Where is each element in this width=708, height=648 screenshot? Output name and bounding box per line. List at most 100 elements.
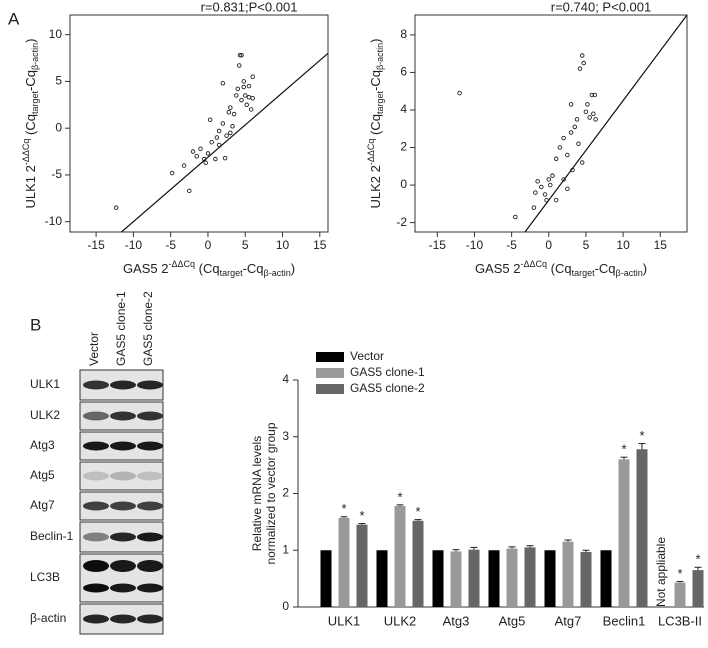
point bbox=[250, 95, 255, 101]
significance: * bbox=[341, 501, 346, 516]
point bbox=[457, 90, 462, 96]
y-tick-label: 5 bbox=[55, 74, 62, 88]
label-part: -ΔΔCq bbox=[168, 259, 195, 269]
point bbox=[581, 60, 586, 66]
x-tick-label: 15 bbox=[654, 238, 668, 252]
point bbox=[242, 93, 248, 98]
point bbox=[533, 190, 538, 195]
lane-label: GAS5 clone-1 bbox=[114, 291, 128, 366]
y-tick-label: 0 bbox=[400, 177, 407, 191]
point bbox=[565, 186, 570, 192]
blot-band bbox=[83, 614, 109, 624]
point bbox=[513, 214, 518, 220]
axis-label: ULK1 2-ΔΔCq (Cqtarget-Cqβ-actin) bbox=[21, 39, 40, 209]
label-part: -ΔΔCq bbox=[366, 139, 376, 166]
x-tick-label: -15 bbox=[429, 238, 447, 252]
significance: * bbox=[695, 552, 700, 567]
point bbox=[248, 107, 254, 112]
label-part: GAS5 2 bbox=[123, 261, 169, 276]
y-tick-label: -2 bbox=[396, 215, 407, 229]
blot-band bbox=[137, 501, 163, 511]
chart-title: r=0.831;P<0.001 bbox=[201, 0, 298, 14]
point bbox=[209, 139, 214, 145]
point bbox=[224, 133, 229, 138]
label-part: -ΔΔCq bbox=[21, 139, 31, 166]
point bbox=[213, 156, 218, 162]
blot-band bbox=[137, 411, 163, 421]
point bbox=[579, 160, 585, 165]
blot-row-label: Atg3 bbox=[30, 438, 55, 452]
bar bbox=[468, 549, 480, 607]
blot-band bbox=[83, 411, 109, 421]
point bbox=[583, 109, 589, 115]
plot-frame bbox=[69, 14, 329, 233]
blot-band bbox=[137, 560, 163, 572]
bar bbox=[488, 550, 500, 607]
bar bbox=[356, 524, 368, 607]
y-tick-label: 2 bbox=[282, 486, 289, 500]
x-tick-label: 10 bbox=[616, 238, 630, 252]
blot-band bbox=[110, 380, 136, 390]
y-tick-label: 8 bbox=[400, 27, 407, 41]
label-part: β-actin bbox=[30, 43, 40, 70]
x-tick-label: 10 bbox=[276, 238, 290, 252]
na-label: Not appliable bbox=[654, 537, 668, 607]
point bbox=[246, 95, 252, 100]
point bbox=[237, 63, 242, 68]
point bbox=[548, 182, 553, 188]
point bbox=[561, 135, 566, 141]
bar bbox=[674, 582, 686, 607]
fit-line bbox=[524, 14, 688, 233]
point bbox=[194, 153, 200, 159]
label-part: ULK2 2 bbox=[368, 165, 383, 208]
bar bbox=[524, 547, 536, 607]
point bbox=[234, 93, 239, 98]
point bbox=[246, 83, 252, 89]
label-part: target bbox=[572, 268, 596, 278]
blot-row-label: ULK2 bbox=[30, 408, 60, 422]
point bbox=[550, 173, 555, 178]
blot-band bbox=[83, 441, 109, 451]
point bbox=[187, 188, 192, 194]
x-tick-label: -5 bbox=[165, 238, 176, 252]
x-tick-label: Beclin1 bbox=[603, 613, 646, 628]
point bbox=[592, 92, 598, 98]
x-tick-label: LC3B-II bbox=[658, 613, 702, 628]
x-tick-label: -5 bbox=[506, 238, 517, 252]
significance: * bbox=[677, 566, 682, 581]
point bbox=[214, 135, 220, 140]
point bbox=[568, 102, 574, 107]
y-tick-label: 1 bbox=[282, 542, 289, 556]
x-tick-label: -15 bbox=[87, 238, 105, 252]
point bbox=[539, 184, 544, 190]
y-tick-label: 3 bbox=[282, 429, 289, 443]
blot-band bbox=[137, 441, 163, 451]
point bbox=[228, 105, 233, 110]
point bbox=[203, 160, 208, 166]
blot-band bbox=[83, 501, 109, 511]
blot-band bbox=[137, 614, 163, 624]
blot-band bbox=[110, 471, 136, 481]
axis-label: ULK2 2-ΔΔCq (Cqtarget-Cqβ-actin) bbox=[366, 39, 385, 209]
x-tick-label: Atg3 bbox=[443, 613, 470, 628]
label-part: -Cq bbox=[23, 70, 38, 91]
bar bbox=[562, 541, 574, 607]
point bbox=[577, 66, 583, 71]
label-part: (Cq bbox=[547, 261, 572, 276]
point bbox=[228, 130, 233, 136]
axis-label: GAS5 2-ΔΔCq (Cqtarget-Cqβ-actin) bbox=[475, 259, 647, 278]
panel-label: B bbox=[30, 315, 41, 334]
blot-band bbox=[110, 583, 136, 593]
y-tick-label: 4 bbox=[400, 102, 407, 116]
blot-band bbox=[137, 583, 163, 593]
y-tick-label: 4 bbox=[282, 372, 289, 386]
label-part: β-actin bbox=[264, 268, 291, 278]
blot-row-label: Atg5 bbox=[30, 468, 55, 482]
label-part: ) bbox=[643, 261, 647, 276]
point bbox=[553, 156, 559, 162]
chart-title: r=0.740; P<0.001 bbox=[551, 0, 651, 14]
y-tick-label: 10 bbox=[49, 27, 63, 41]
point bbox=[113, 205, 119, 210]
x-tick-label: -10 bbox=[125, 238, 143, 252]
